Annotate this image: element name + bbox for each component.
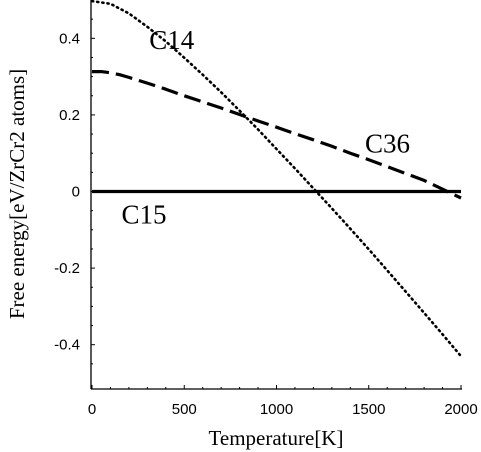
- y-axis-title: Free energy[eV/ZrCr2 atoms]: [5, 69, 29, 319]
- x-axis-title: Temperature[K]: [209, 426, 344, 450]
- series-label-c14: C14: [149, 25, 195, 55]
- series-line-c36: [92, 69, 462, 200]
- x-tick-label: 0: [88, 401, 96, 418]
- x-tick-label: 1500: [352, 401, 385, 418]
- series-label-c15: C15: [122, 199, 167, 229]
- y-tick-label: -0.4: [54, 337, 80, 354]
- axes: [90, 0, 462, 390]
- series-label-c36: C36: [365, 129, 410, 159]
- x-tick-label: 500: [172, 401, 197, 418]
- x-tick-label: 2000: [444, 401, 477, 418]
- series-line-c14: [90, 0, 463, 358]
- series-annotations: C14 C36 C15: [122, 25, 411, 229]
- y-tick-label: -0.2: [54, 260, 80, 277]
- y-tick-label: 0: [72, 184, 80, 201]
- y-tick-label: 0.4: [59, 30, 80, 47]
- x-tick-label: 1000: [260, 401, 293, 418]
- series-lines: [90, 0, 463, 358]
- y-tick-label: 0.2: [59, 107, 80, 124]
- axis-ticks: 0 500 1000 1500 2000 0.4 0.2 0 -0.2 -0.4: [54, 18, 478, 418]
